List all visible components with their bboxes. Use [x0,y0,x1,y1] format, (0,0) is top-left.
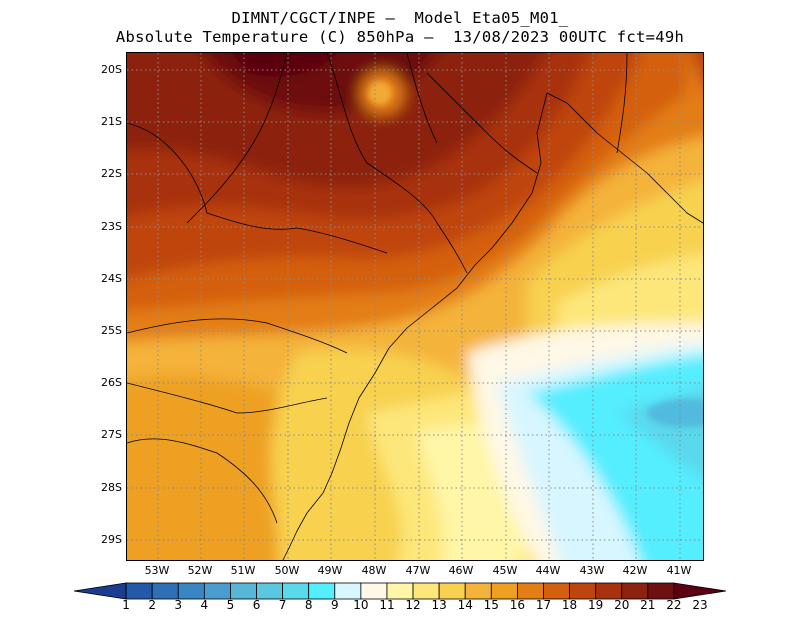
temperature-map [127,53,703,560]
coastline [282,92,548,560]
border-state-2 [127,382,328,414]
colorbar-swatch-11 [360,582,388,600]
lon-label-44w: 44W [535,564,561,577]
colorbar-label-14: 14 [457,598,473,612]
colorbar-swatch-7 [256,582,284,600]
lon-label-51w: 51W [230,564,256,577]
border-state-4 [326,53,468,274]
border-state-7 [406,53,438,144]
field-13c-east [557,254,703,343]
field-7c [647,399,703,427]
colorbar-swatch-13 [412,582,440,600]
colorbar-swatch-4 [177,582,205,600]
border-state-8 [616,53,628,154]
lon-label-45w: 45W [492,564,518,577]
lon-label-53w: 53W [144,564,170,577]
lat-label-26s: 26S [101,376,122,389]
colorbar-swatch-16 [490,582,518,600]
lon-label-48w: 48W [361,564,387,577]
lat-label-21s: 21S [101,115,122,128]
lat-label-29s: 29S [101,533,122,546]
field-21c [127,53,547,187]
colorbar-swatch-17 [516,582,544,600]
colorbar-label-2: 2 [148,598,156,612]
lat-label-28s: 28S [101,481,122,494]
colorbar-label-7: 7 [278,598,287,612]
lat-label-22s: 22S [101,167,122,180]
colorbar-label-8: 8 [304,598,313,612]
colorbar-label-13: 13 [431,598,447,612]
border-state-1 [127,318,348,354]
colorbar-swatch-15 [464,582,492,600]
colorbar-label-21: 21 [640,598,656,612]
colorbar-swatch-3 [151,582,179,600]
colorbar-label-23: 23 [692,598,708,612]
colorbar-swatch-10 [334,582,362,600]
colorbar-label-11: 11 [379,598,395,612]
lon-label-42w: 42W [622,564,648,577]
colorbar-label-5: 5 [226,598,235,612]
colorbar-swatch-21 [621,582,649,600]
lon-label-41w: 41W [666,564,692,577]
title-line-2: Absolute Temperature (C) 850hPa — 13/08/… [115,28,685,46]
coastline-north [546,92,703,224]
colorbar-label-9: 9 [330,598,339,612]
colorbar-label-15: 15 [483,598,499,612]
colorbar-swatch-6 [230,582,257,600]
colorbar-label-20: 20 [614,598,630,612]
colorbar-swatch-8 [282,582,310,600]
colorbar-swatch-9 [308,582,336,600]
colorbar-swatch-2 [125,582,153,600]
field-23c [232,53,337,77]
field-19c-ne [690,53,703,84]
border-west [127,122,388,254]
border-state-5 [426,72,538,174]
colorbar-swatch-22 [647,582,675,600]
field-warm-spot-core [368,81,392,105]
colorbar-label-4: 4 [200,598,209,612]
coastline-borders [127,53,703,560]
colorbar-label-22: 22 [666,598,682,612]
colorbar-swatch-19 [569,582,597,600]
map-panel [126,52,704,561]
colorbar-label-10: 10 [353,598,369,612]
colorbar-label-19: 19 [588,598,604,612]
colorbar-swatch-14 [438,582,466,600]
colorbar-swatch-23 [673,582,727,600]
colorbar-swatch-18 [543,582,570,600]
colorbar-label-6: 6 [252,598,261,612]
lat-label-20s: 20S [101,63,122,76]
colorbar-label-3: 3 [174,598,183,612]
colorbar-swatch-5 [203,582,231,600]
colorbar-swatch-20 [595,582,623,600]
lat-lon-grid [127,53,703,560]
colorbar-label-18: 18 [561,598,578,612]
colorbar-label-17: 17 [535,598,552,612]
title-line-1: DIMNT/CGCT/INPE — Model Eta05_M01_ [231,9,569,27]
lon-label-52w: 52W [187,564,213,577]
colorbar [73,582,727,600]
lon-label-46w: 46W [448,564,474,577]
lon-label-49w: 49W [317,564,343,577]
lon-label-43w: 43W [579,564,605,577]
temperature-field [127,53,703,560]
colorbar-label-1: 1 [122,598,130,612]
lat-label-23s: 23S [101,220,122,233]
colorbar-label-16: 16 [509,598,526,612]
lat-label-27s: 27S [101,428,122,441]
border-state-3 [127,438,278,524]
lat-label-24s: 24S [101,272,122,285]
lon-label-47w: 47W [405,564,431,577]
colorbar-swatch-12 [386,582,414,600]
colorbar-swatch-1 [73,582,127,600]
temperature-field-detail [368,81,703,427]
border-state-6 [186,53,288,224]
colorbar-label-12: 12 [405,598,421,612]
lon-label-50w: 50W [274,564,300,577]
lat-label-25s: 25S [101,324,122,337]
